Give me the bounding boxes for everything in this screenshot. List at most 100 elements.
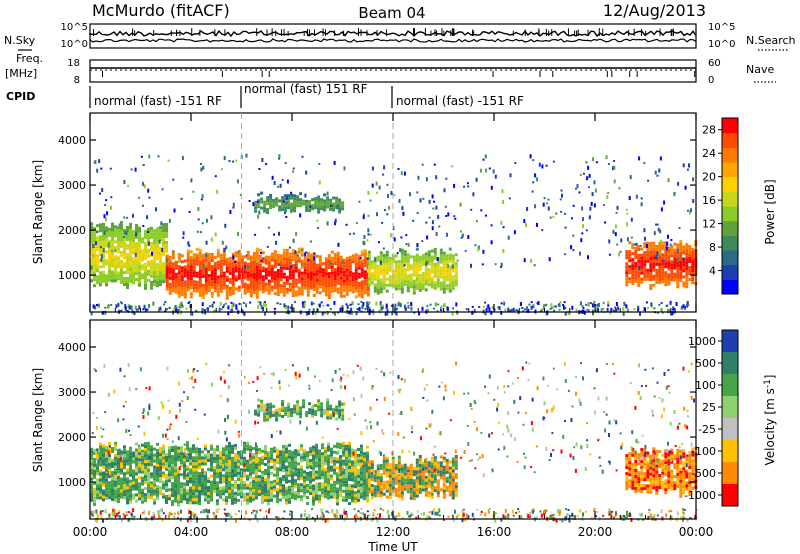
power-cell — [297, 289, 301, 293]
power-scatter-point — [197, 218, 200, 221]
velocity-cell — [105, 469, 108, 473]
power-cell — [156, 263, 159, 267]
velocity-cell — [153, 471, 156, 475]
power-cell — [412, 258, 416, 262]
power-scatter-point — [309, 240, 312, 243]
power-scatter-point — [550, 307, 553, 310]
velocity-cell — [282, 478, 285, 482]
velocity-cell — [258, 451, 261, 455]
power-cell — [625, 268, 629, 272]
velocity-cell — [216, 493, 219, 497]
power-cell — [342, 288, 346, 292]
power-cell — [354, 286, 358, 290]
power-scatter-point — [665, 246, 668, 251]
power-cell — [105, 274, 108, 278]
power-cell — [625, 271, 629, 275]
power-cell — [357, 281, 361, 285]
velocity-cell — [273, 449, 276, 453]
power-cell — [102, 264, 105, 268]
power-cell — [263, 200, 267, 204]
power-cell — [246, 253, 250, 257]
power-cell — [138, 232, 141, 236]
power-scatter-point — [381, 304, 384, 309]
power-cell — [99, 238, 102, 242]
velocity-cell — [111, 480, 114, 483]
velocity-cell — [243, 456, 246, 460]
velocity-cell — [222, 477, 225, 481]
power-cell — [625, 250, 629, 254]
colorbar-tick-label: 16 — [702, 194, 716, 207]
power-scatter-point — [263, 301, 266, 304]
power-cell — [679, 246, 683, 249]
power-cell — [180, 293, 184, 297]
power-cell — [216, 275, 220, 279]
velocity-cell — [297, 483, 300, 487]
power-cell — [162, 235, 165, 239]
power-scatter-point — [376, 191, 378, 194]
velocity-cell — [306, 478, 309, 481]
velocity-cell — [126, 492, 129, 496]
velocity-cell — [345, 462, 348, 466]
velocity-cell — [102, 450, 105, 454]
velocity-cell — [276, 476, 279, 480]
power-cell — [234, 269, 238, 273]
velocity-cell — [406, 472, 410, 476]
power-cell — [159, 283, 162, 287]
power-scatter-point — [425, 177, 428, 182]
power-cell — [424, 258, 428, 262]
velocity-cell — [153, 498, 156, 502]
power-cell — [397, 260, 401, 264]
velocity-cell — [279, 456, 282, 460]
power-cell — [126, 286, 129, 289]
velocity-cell — [276, 497, 279, 501]
power-scatter-point — [655, 255, 658, 260]
velocity-cell — [370, 493, 374, 497]
velocity-cell — [111, 495, 114, 498]
power-cell — [351, 257, 355, 261]
velocity-cell — [156, 466, 159, 470]
velocity-cell — [216, 484, 219, 488]
velocity-cell — [90, 498, 93, 502]
power-scatter-point — [435, 231, 438, 236]
power-cell — [306, 287, 310, 291]
power-scatter-point — [346, 305, 349, 309]
power-cell — [667, 246, 671, 250]
power-cell — [174, 284, 178, 288]
velocity-cell — [385, 456, 389, 460]
power-cell — [679, 273, 683, 276]
power-cell — [670, 275, 674, 279]
velocity-cell — [288, 491, 291, 495]
power-cell — [278, 208, 282, 212]
power-cell — [282, 290, 286, 294]
power-cell — [99, 229, 102, 233]
power-cell — [351, 275, 355, 279]
power-cell — [138, 226, 141, 230]
velocity-cell — [231, 447, 234, 451]
power-scatter-point — [386, 183, 389, 186]
velocity-cell — [210, 483, 213, 487]
power-cell — [339, 270, 343, 274]
power-cell — [415, 256, 419, 260]
power-scatter-point — [326, 310, 329, 315]
power-cell — [207, 253, 211, 257]
velocity-cell — [117, 497, 120, 501]
power-cell — [174, 290, 178, 294]
velocity-cell — [341, 417, 345, 421]
power-cell — [284, 209, 288, 213]
power-cell — [342, 264, 346, 268]
power-cell — [93, 251, 96, 255]
power-scatter-point — [106, 211, 109, 216]
power-cell — [102, 252, 105, 256]
power-cell — [637, 256, 641, 260]
power-cell — [282, 251, 286, 255]
velocity-cell — [120, 477, 123, 481]
velocity-cell — [243, 447, 246, 451]
colorbar-swatch — [722, 147, 738, 163]
velocity-cell — [186, 480, 189, 484]
power-cell — [111, 240, 114, 244]
power-cell — [147, 254, 150, 258]
velocity-cell — [240, 495, 243, 499]
velocity-cell — [270, 498, 273, 502]
power-cell — [267, 285, 271, 289]
power-cell — [192, 280, 196, 284]
